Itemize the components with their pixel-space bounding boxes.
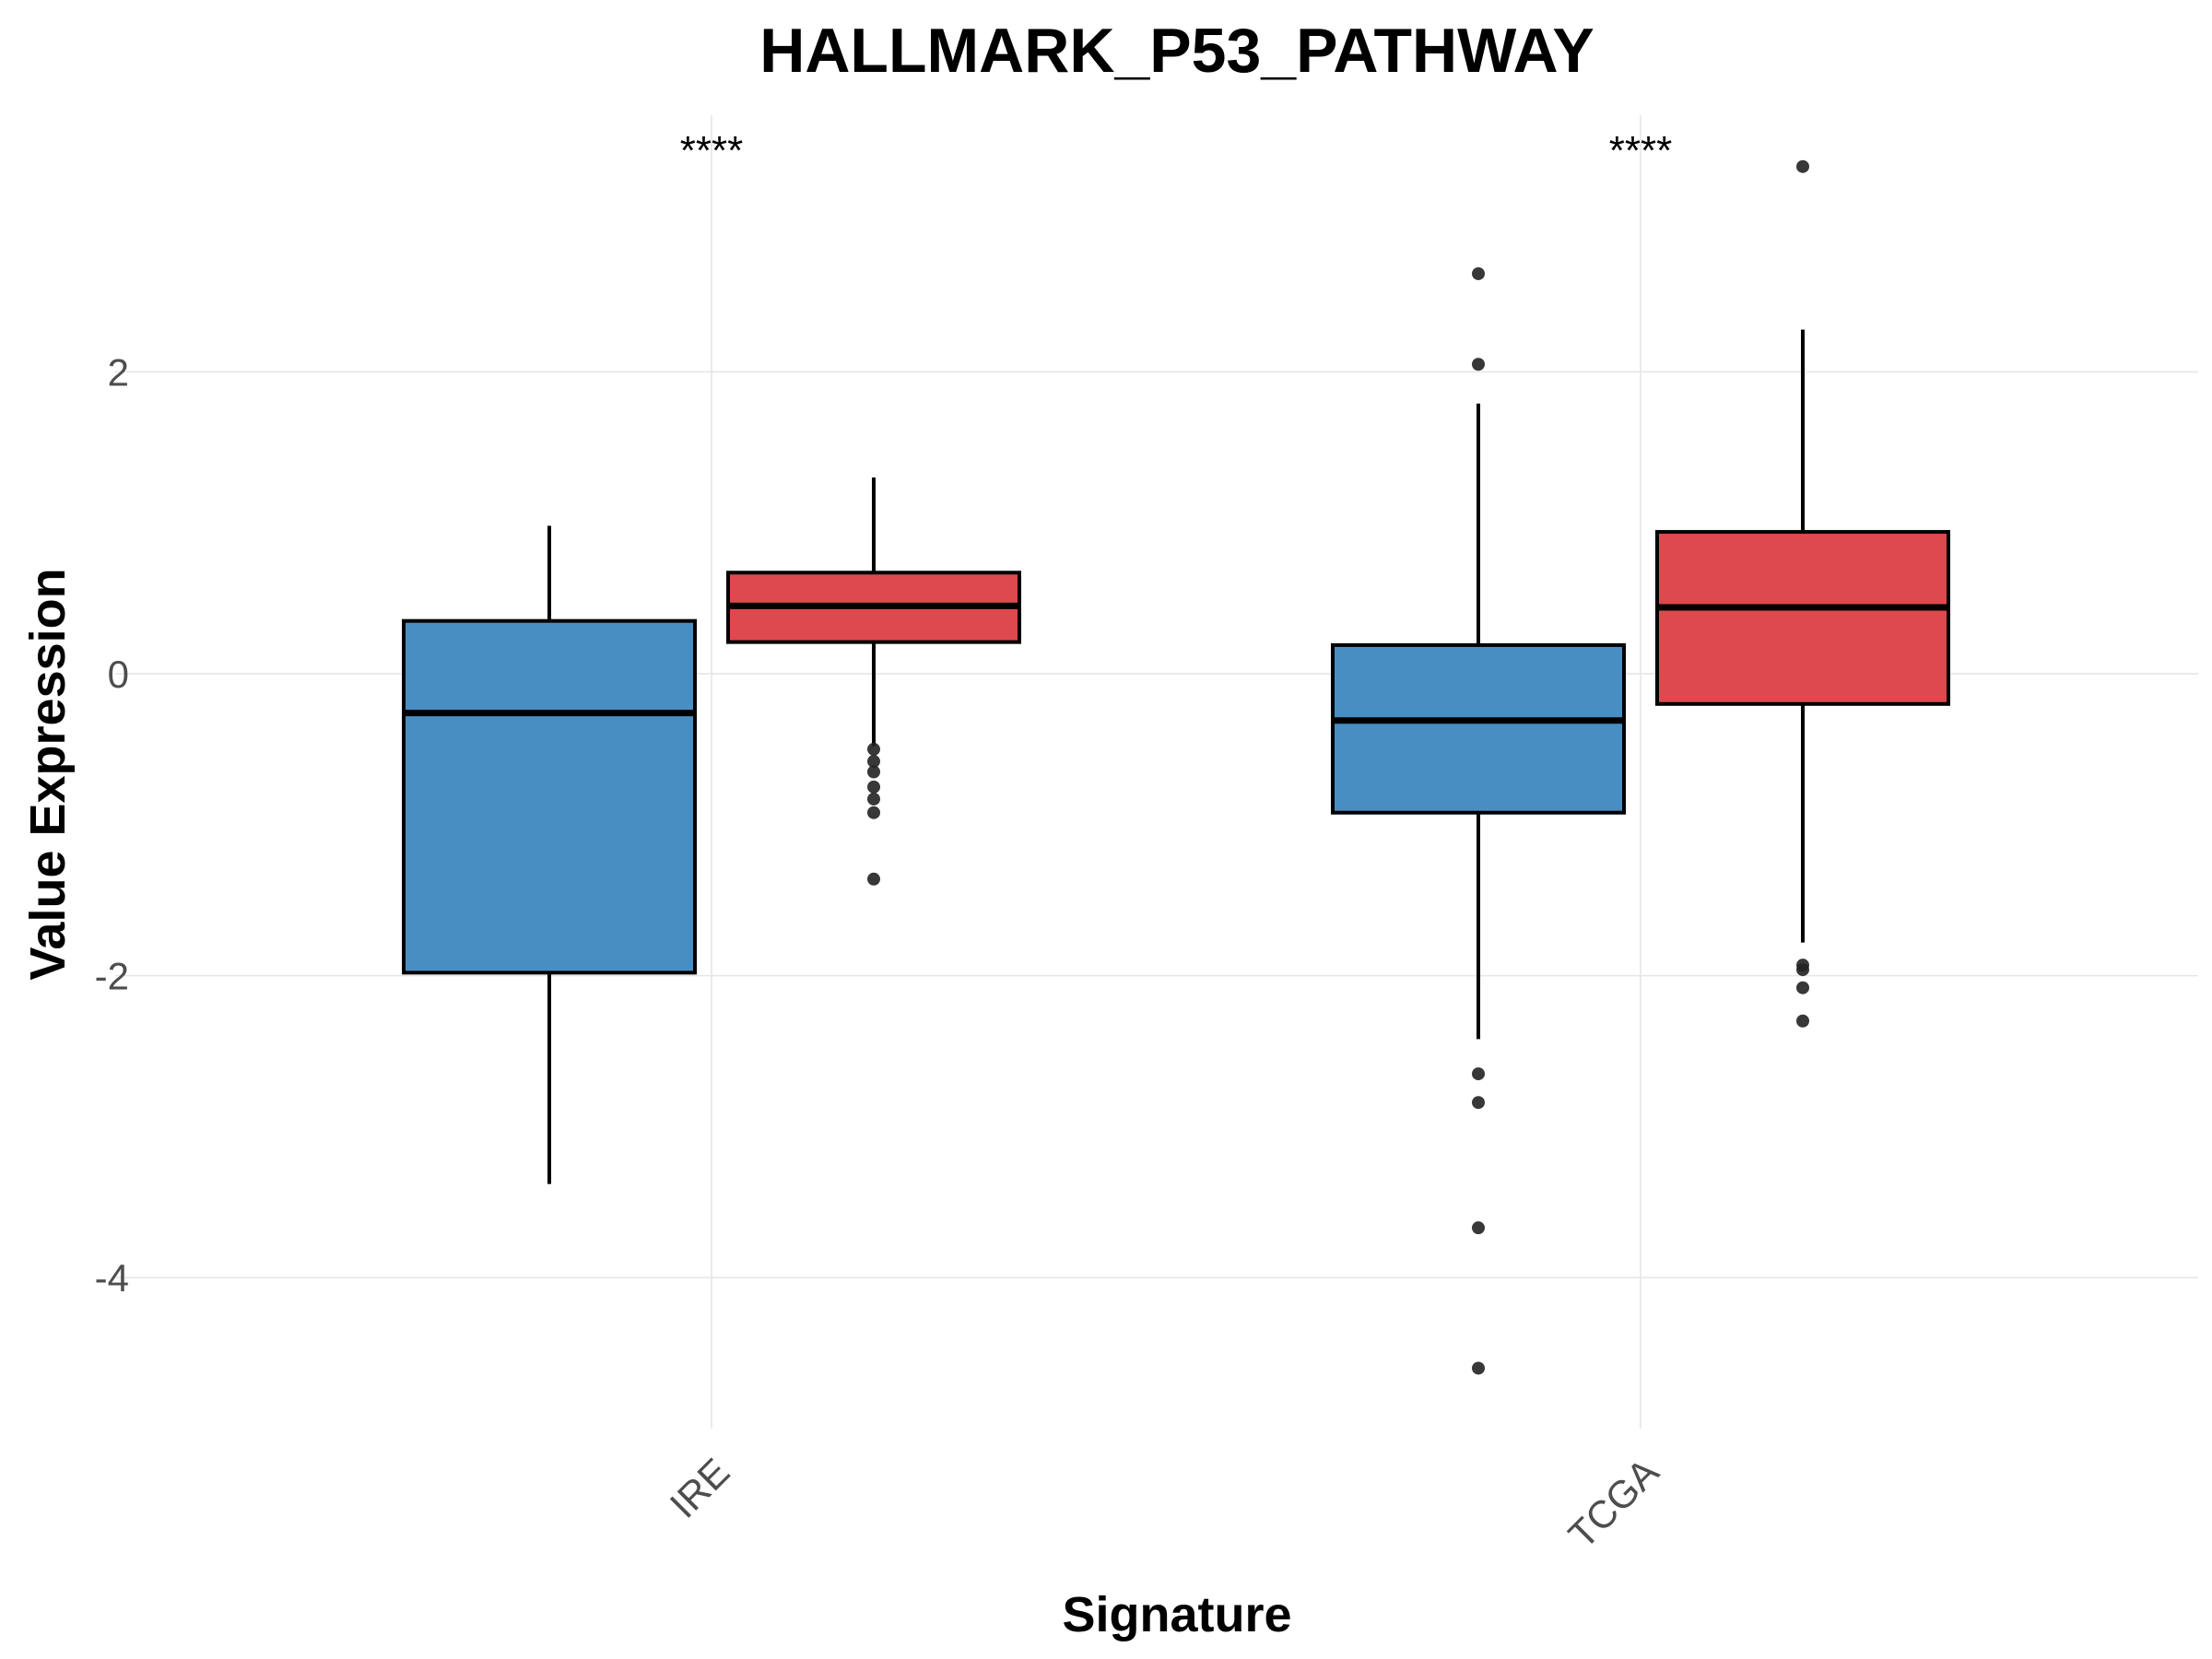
outlier-point [867, 806, 880, 819]
outlier-point [1796, 159, 1809, 173]
x-tick-label: IRE [662, 1450, 738, 1526]
box-layer [402, 159, 1950, 1375]
outlier-point [1472, 1221, 1485, 1235]
box-iqr [402, 618, 697, 975]
outlier-point [867, 742, 880, 756]
outlier-point [1796, 1014, 1809, 1028]
outlier-point [1796, 963, 1809, 977]
outlier-point [1472, 358, 1485, 371]
outlier-point [1472, 1361, 1485, 1375]
y-axis-title: Value Expression [20, 568, 76, 980]
outlier-point [1472, 1067, 1485, 1081]
label-layer: 2 0 -2 -4 IRE **** TCGA **** [95, 128, 1673, 1557]
outlier-point [1796, 981, 1809, 994]
x-tick-label: TCGA [1560, 1450, 1667, 1557]
significance-label: **** [1609, 128, 1673, 173]
outlier-point [867, 872, 880, 886]
outlier-point [867, 765, 880, 779]
outlier-point [867, 792, 880, 806]
outlier-point [867, 780, 880, 794]
chart-title: HALLMARK_P53_PATHWAY [759, 16, 1594, 86]
outlier-point [867, 755, 880, 769]
y-tick-label: 0 [108, 653, 129, 696]
outlier-point [1472, 1096, 1485, 1110]
outlier-point [1472, 266, 1485, 280]
box-iqr [1655, 530, 1950, 706]
significance-label: **** [680, 128, 744, 173]
box-iqr [1331, 642, 1626, 815]
y-tick-label: -4 [95, 1256, 129, 1300]
y-tick-label: -2 [95, 955, 129, 998]
y-tick-label: 2 [108, 350, 129, 394]
x-axis-title: Signature [1062, 1587, 1291, 1642]
